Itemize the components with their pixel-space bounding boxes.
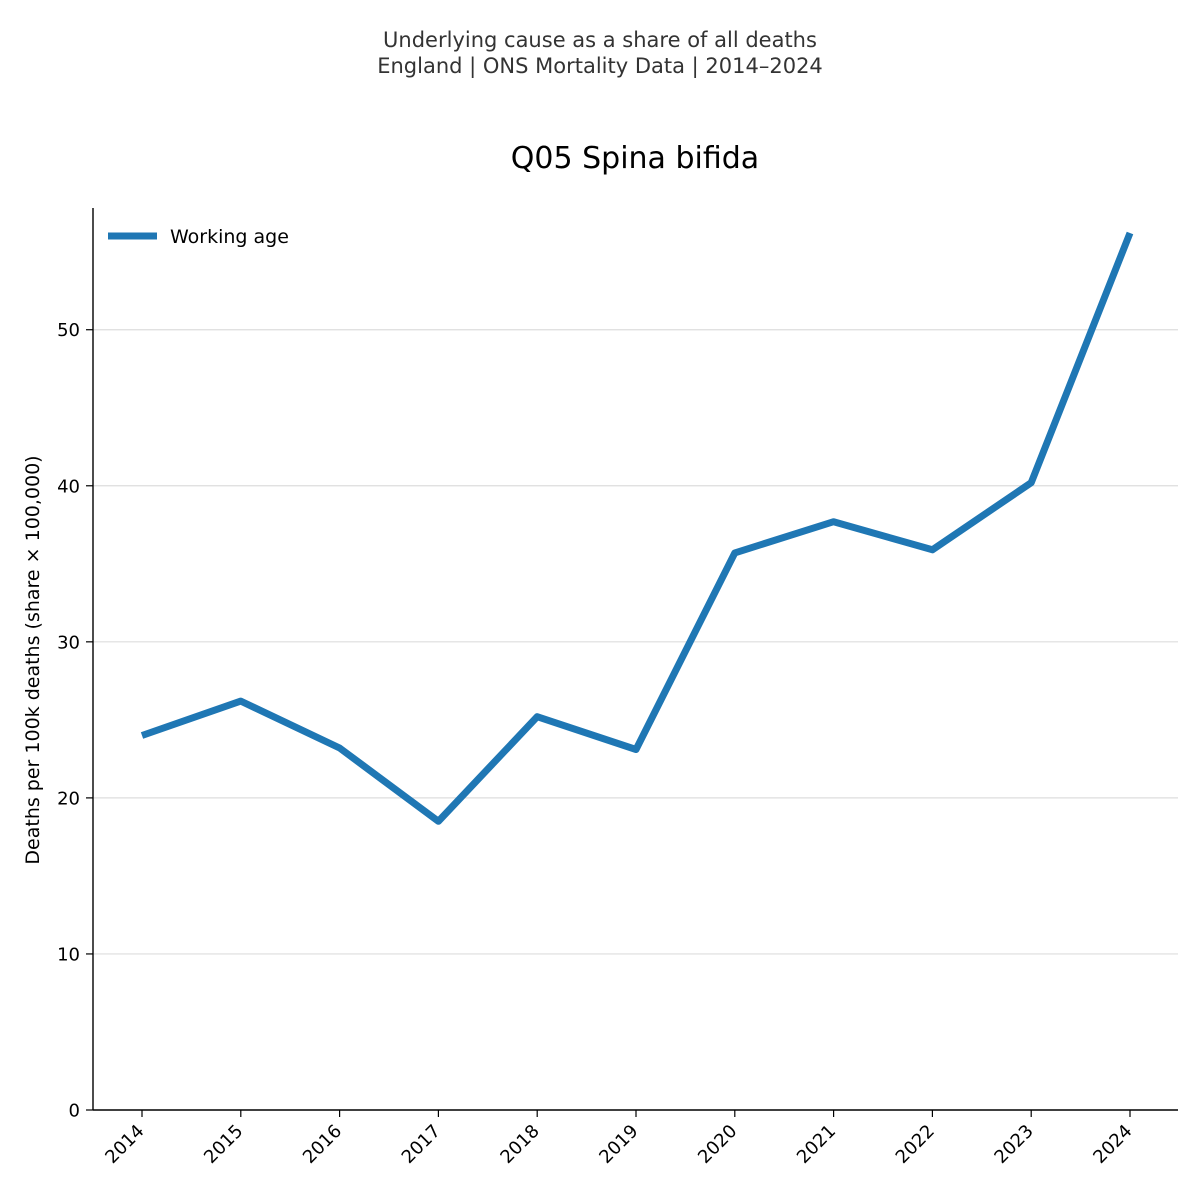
legend-label: Working age [170,226,289,248]
data-point [732,550,737,555]
legend: Working age [108,226,289,248]
x-tick-label: 2014 [101,1121,148,1168]
data-point [535,714,540,719]
series-line-working-age [140,231,1134,825]
data-point [1029,480,1034,485]
chart-suptitle-line2: England | ONS Mortality Data | 2014–2024 [377,54,823,78]
y-tick-label: 40 [57,476,80,497]
data-point [930,547,935,552]
chart-suptitle-line1: Underlying cause as a share of all death… [383,28,817,52]
chart-title: Q05 Spina bifida [511,141,759,176]
x-tick-label: 2020 [694,1121,741,1168]
x-tick-label: 2016 [299,1121,346,1168]
y-tick-label: 50 [57,320,80,341]
data-point [238,699,243,704]
data-point [436,819,441,824]
x-tick-label: 2024 [1089,1121,1136,1168]
data-point [831,519,836,524]
x-tick-label: 2022 [892,1121,939,1168]
y-tick-label: 0 [69,1101,80,1122]
y-tick-label: 10 [57,944,80,965]
gridlines [93,329,1178,955]
y-axis-label: Deaths per 100k deaths (share × 100,000) [22,455,44,864]
x-tick-label: 2021 [793,1121,840,1168]
series-layer [140,230,1134,825]
x-tick-label: 2019 [595,1121,642,1168]
x-tick-label: 2023 [990,1121,1037,1168]
x-tick-label: 2018 [496,1121,543,1168]
data-point [337,745,342,750]
x-tick-label: 2017 [398,1121,445,1168]
x-tick-label: 2015 [200,1121,247,1168]
axes: 0 10 20 30 40 50 2014 2015 2016 2017 2018 2019 2020 2… [57,208,1178,1168]
data-point [1128,230,1133,235]
data-point [634,747,639,752]
y-tick-label: 30 [57,632,80,653]
data-point [140,733,145,738]
y-tick-label: 20 [57,788,80,809]
